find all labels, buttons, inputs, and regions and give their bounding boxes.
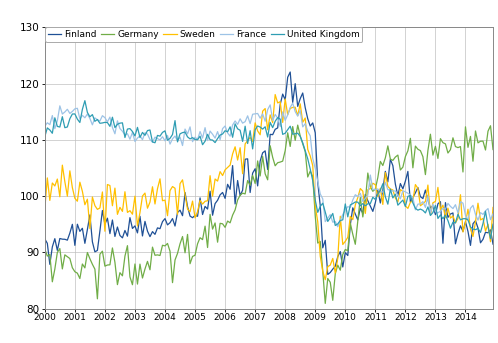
Sweden bbox=[49, 181, 55, 185]
Sweden bbox=[322, 278, 328, 282]
Sweden bbox=[95, 207, 101, 211]
France bbox=[95, 118, 101, 122]
France bbox=[445, 201, 451, 205]
France bbox=[49, 114, 55, 118]
Sweden bbox=[490, 205, 496, 210]
Line: France: France bbox=[45, 103, 493, 227]
United Kingdom bbox=[215, 137, 221, 141]
United Kingdom bbox=[137, 135, 143, 140]
Germany bbox=[49, 280, 55, 284]
Sweden bbox=[445, 206, 451, 210]
France bbox=[42, 124, 48, 128]
Germany bbox=[95, 297, 101, 301]
United Kingdom bbox=[49, 131, 55, 135]
Finland bbox=[490, 242, 496, 246]
United Kingdom bbox=[442, 213, 448, 217]
France bbox=[212, 136, 218, 140]
Legend: Finland, Germany, Sweden, France, United Kingdom: Finland, Germany, Sweden, France, United… bbox=[45, 27, 363, 42]
Germany bbox=[480, 139, 486, 143]
United Kingdom bbox=[490, 222, 496, 226]
Finland bbox=[49, 245, 55, 249]
Germany bbox=[322, 301, 328, 306]
Line: United Kingdom: United Kingdom bbox=[45, 100, 493, 238]
Finland bbox=[212, 202, 218, 206]
Line: Finland: Finland bbox=[45, 72, 493, 274]
Finland bbox=[287, 70, 293, 74]
United Kingdom bbox=[42, 134, 48, 139]
Sweden bbox=[212, 177, 218, 181]
Sweden bbox=[272, 93, 278, 97]
Germany bbox=[295, 123, 301, 127]
Finland bbox=[42, 237, 48, 241]
Finland bbox=[325, 272, 331, 276]
Sweden bbox=[42, 207, 48, 211]
Finland bbox=[95, 248, 101, 252]
Finland bbox=[480, 237, 486, 241]
United Kingdom bbox=[97, 121, 103, 125]
Germany bbox=[212, 221, 218, 225]
Finland bbox=[445, 215, 451, 220]
Germany bbox=[490, 147, 496, 152]
Line: Sweden: Sweden bbox=[45, 95, 493, 280]
United Kingdom bbox=[488, 236, 494, 240]
United Kingdom bbox=[82, 98, 88, 103]
Line: Germany: Germany bbox=[45, 125, 493, 304]
France bbox=[134, 136, 140, 140]
Finland bbox=[134, 231, 140, 235]
France bbox=[335, 225, 341, 229]
United Kingdom bbox=[478, 230, 484, 235]
Germany bbox=[42, 247, 48, 251]
Germany bbox=[134, 282, 140, 286]
France bbox=[480, 212, 486, 216]
Germany bbox=[445, 151, 451, 155]
Sweden bbox=[480, 216, 486, 221]
France bbox=[290, 101, 296, 105]
France bbox=[490, 212, 496, 216]
Sweden bbox=[134, 224, 140, 228]
